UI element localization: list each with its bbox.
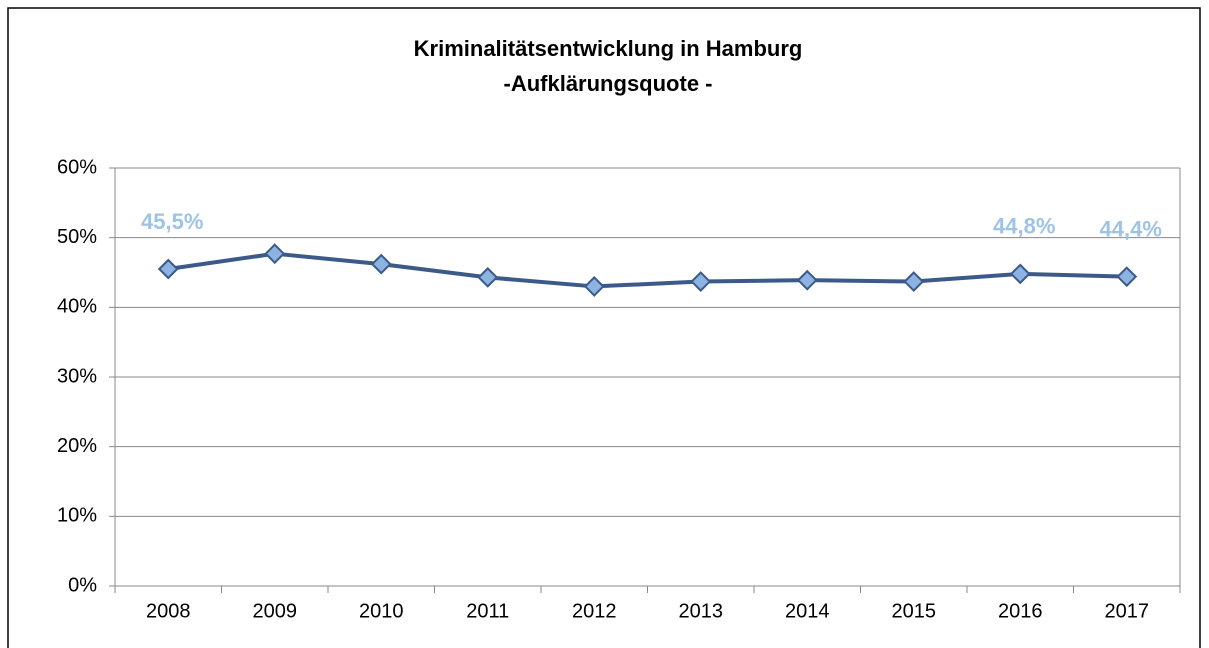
- x-tick-label: 2011: [466, 600, 509, 622]
- marker: [157, 258, 179, 280]
- marker: [264, 243, 286, 265]
- line: [167, 251, 1127, 289]
- x-tick-label: 2015: [892, 600, 937, 622]
- x-tick-label: 2014: [785, 600, 830, 622]
- x-tick-label: 2008: [146, 600, 191, 622]
- value-label: 44,4%: [1100, 216, 1162, 241]
- y-tick-label: 30%: [57, 365, 97, 387]
- y-tick-label: 40%: [57, 296, 97, 318]
- marker: [903, 271, 925, 292]
- x-tick-label: 2013: [679, 600, 724, 622]
- marker: [583, 276, 605, 297]
- value-label: 44,8%: [993, 214, 1055, 239]
- marker: [690, 271, 712, 292]
- x-tick-label: 2009: [253, 600, 298, 622]
- marker: [796, 269, 818, 291]
- y-tick-label: 20%: [57, 435, 97, 457]
- chart-frame: [7, 7, 1201, 648]
- x-tick-label: 2012: [572, 600, 617, 622]
- x-tick-label: 2017: [1105, 600, 1150, 622]
- marker: [477, 266, 499, 288]
- y-tick-label: 10%: [57, 505, 97, 527]
- value-label: 45,5%: [141, 209, 203, 234]
- marker: [370, 253, 392, 275]
- marker: [1116, 266, 1138, 288]
- y-tick-label: 50%: [57, 226, 97, 248]
- y-tick-label: 0%: [68, 574, 97, 596]
- y-tick-label: 60%: [57, 156, 97, 178]
- x-tick-label: 2016: [998, 600, 1043, 622]
- chart-title: Kriminalitätsentwicklung in Hamburg: [414, 36, 803, 61]
- x-tick-label: 2010: [359, 600, 404, 622]
- marker: [1009, 263, 1031, 285]
- chart-subtitle: -Aufklärungsquote -: [504, 71, 713, 96]
